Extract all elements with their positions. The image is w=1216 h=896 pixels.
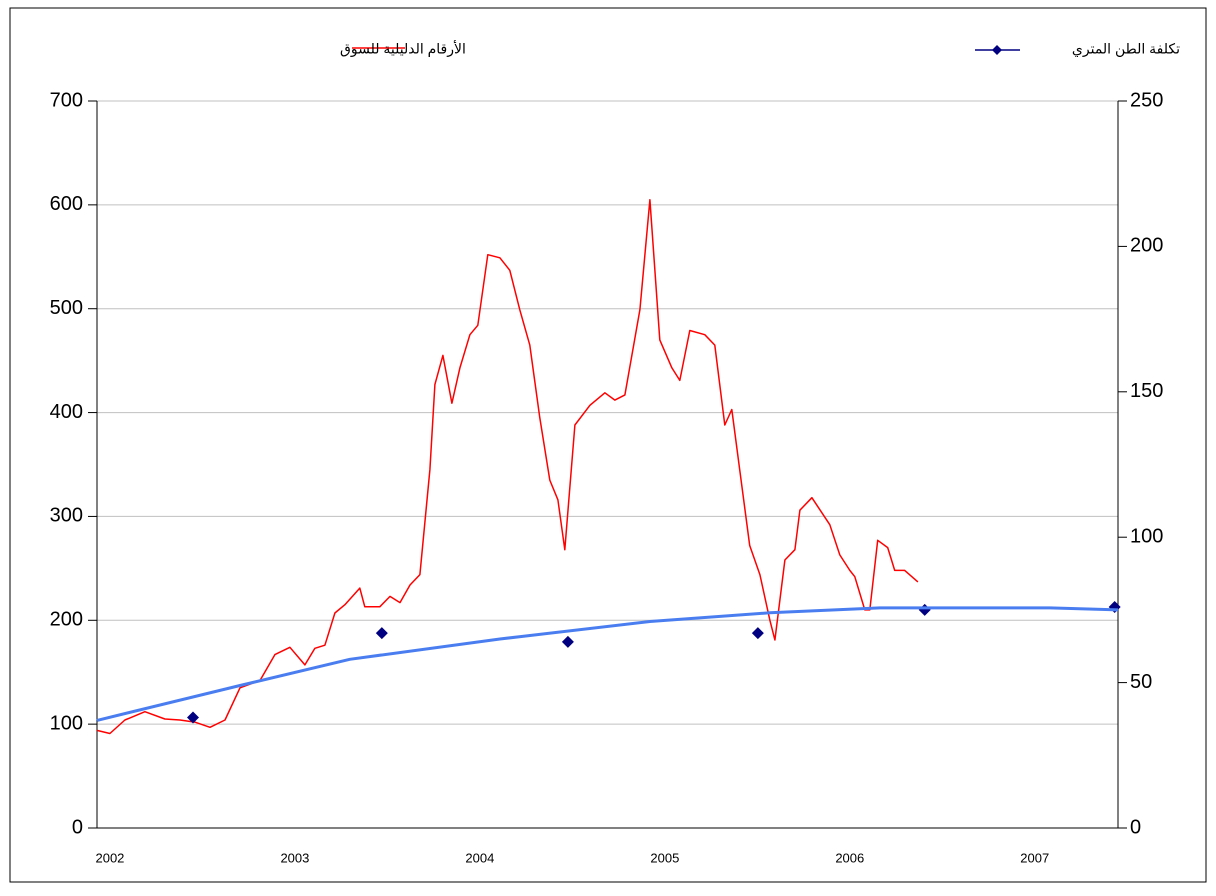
legend-label: الأرقام الدليلية للسوق [340, 40, 466, 58]
x-tick-label: 2005 [650, 850, 679, 865]
y-tick-label: 100 [50, 712, 83, 734]
data-point [751, 627, 764, 640]
y-tick-label: 300 [50, 505, 83, 527]
x-tick-label: 2006 [835, 850, 864, 865]
y2-tick-label: 50 [1130, 671, 1152, 693]
y2-tick-label: 100 [1130, 525, 1163, 547]
data-point [375, 627, 388, 640]
y2-tick-label: 200 [1130, 235, 1163, 257]
y2-tick-label: 0 [1130, 816, 1141, 838]
y-tick-label: 600 [50, 193, 83, 215]
y-tick-label: 700 [50, 89, 83, 111]
x-tick-label: 2003 [280, 850, 309, 865]
data-point [561, 635, 574, 648]
y2-tick-label: 250 [1130, 89, 1163, 111]
y2-tick-label: 150 [1130, 380, 1163, 402]
x-tick-label: 2004 [465, 850, 494, 865]
y-tick-label: 400 [50, 401, 83, 423]
series-line [96, 606, 1119, 722]
legend-marker [992, 45, 1002, 55]
chart-frame [9, 7, 1207, 883]
y-tick-label: 500 [50, 297, 83, 319]
series-line [96, 198, 919, 735]
y-tick-label: 0 [72, 816, 83, 838]
data-point [186, 711, 199, 724]
y-tick-label: 200 [50, 609, 83, 631]
legend-label: تكلفة الطن المتري [1072, 41, 1180, 58]
x-tick-label: 2007 [1020, 850, 1049, 865]
x-tick-label: 2002 [95, 850, 124, 865]
